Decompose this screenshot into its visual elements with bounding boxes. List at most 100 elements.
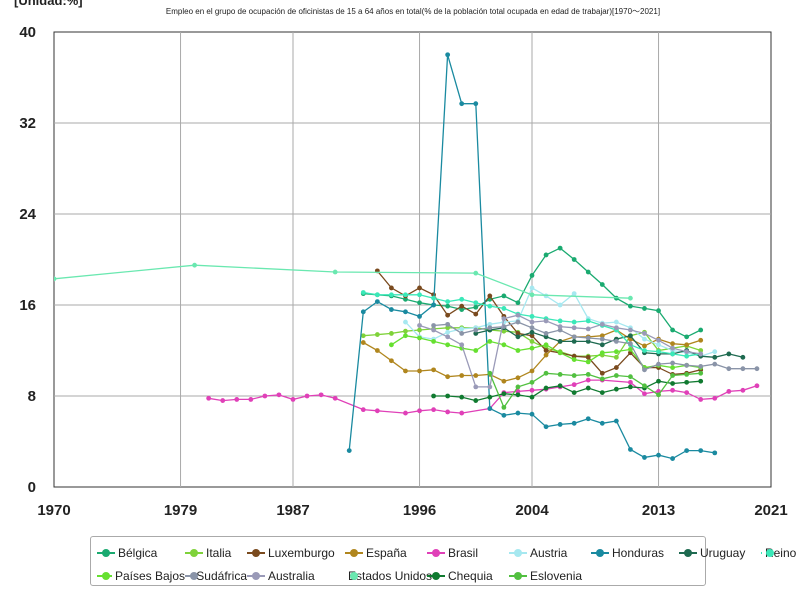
data-point — [445, 325, 451, 331]
data-point — [670, 387, 675, 393]
data-point — [585, 318, 591, 324]
data-point — [360, 290, 366, 295]
data-point — [670, 456, 675, 461]
data-point — [389, 292, 394, 298]
data-point — [670, 351, 675, 357]
data-point — [670, 341, 675, 347]
data-point — [332, 269, 338, 275]
data-point — [403, 319, 408, 325]
data-point — [248, 397, 254, 402]
legend-item[interactable]: Brasil — [427, 543, 509, 562]
legend-item[interactable]: Estados Unidos — [345, 566, 432, 585]
data-point — [656, 308, 661, 314]
data-point — [374, 299, 380, 304]
data-point — [754, 366, 760, 372]
data-point — [740, 354, 746, 360]
data-point — [571, 325, 577, 331]
series-line — [433, 380, 701, 402]
data-point — [515, 392, 521, 398]
data-point — [417, 327, 422, 333]
data-point — [374, 408, 380, 414]
legend-item[interactable]: Eslovenia — [509, 566, 591, 585]
x-tick-label: 2021 — [754, 502, 787, 519]
data-point — [684, 371, 690, 377]
data-point — [515, 410, 521, 416]
data-point — [613, 325, 619, 331]
legend-item[interactable]: Austria — [509, 543, 591, 562]
y-tick-label: 40 — [19, 24, 36, 41]
data-point — [445, 303, 451, 309]
data-point — [360, 309, 366, 315]
data-point — [389, 358, 394, 364]
data-point — [656, 392, 661, 398]
legend-item[interactable]: Australia — [247, 566, 345, 585]
data-point — [642, 383, 647, 389]
data-point — [403, 368, 408, 374]
legend-item[interactable]: Italia — [185, 543, 247, 562]
legend-item[interactable]: España — [345, 543, 427, 562]
legend-item[interactable]: Reino Unido — [761, 543, 800, 562]
legend-marker — [97, 571, 112, 580]
data-point — [346, 448, 352, 453]
data-point — [698, 397, 704, 402]
data-point — [290, 397, 296, 402]
data-point — [515, 334, 521, 340]
data-point — [487, 394, 493, 400]
legend-label: Bélgica — [118, 545, 158, 560]
data-point — [628, 384, 633, 390]
data-point — [501, 316, 507, 322]
data-point — [599, 390, 605, 395]
data-point — [557, 339, 563, 344]
data-point — [473, 384, 479, 390]
data-point — [557, 318, 563, 324]
data-point — [234, 397, 240, 402]
data-point — [501, 378, 507, 384]
data-point — [473, 373, 479, 378]
data-point — [431, 295, 436, 301]
data-point — [431, 302, 436, 308]
data-point — [571, 339, 577, 344]
data-point — [459, 331, 465, 336]
data-point — [515, 389, 521, 394]
data-point — [712, 450, 718, 456]
legend-label: Reino Unido — [764, 545, 800, 560]
plot-area — [53, 31, 772, 488]
x-tick-label: 1979 — [164, 502, 197, 519]
data-point — [445, 312, 451, 318]
data-point — [431, 323, 436, 328]
data-point — [417, 408, 422, 414]
data-point — [445, 409, 451, 415]
data-point — [613, 418, 619, 424]
series-chequia — [431, 378, 704, 403]
data-point — [656, 342, 661, 348]
data-point — [543, 252, 549, 258]
data-point — [276, 392, 282, 398]
legend-item[interactable]: Bélgica — [97, 543, 185, 562]
series-italia — [360, 325, 704, 360]
data-point — [487, 303, 493, 309]
data-point — [670, 360, 675, 366]
y-tick-label: 32 — [19, 115, 36, 132]
series-line — [475, 327, 744, 358]
data-point — [642, 348, 647, 353]
legend-item[interactable]: Países Bajos — [97, 566, 185, 585]
data-point — [571, 382, 577, 388]
data-point — [628, 379, 633, 385]
data-point — [529, 319, 535, 325]
data-point — [515, 375, 521, 381]
legend-item[interactable]: Honduras — [591, 543, 679, 562]
legend-item[interactable]: Chequia — [427, 566, 509, 585]
data-point — [642, 306, 647, 311]
data-point — [698, 348, 704, 353]
data-point — [501, 391, 507, 397]
legend-item[interactable]: Uruguay — [679, 543, 761, 562]
legend-item[interactable]: Sudáfrica — [185, 566, 247, 585]
data-point — [403, 292, 408, 298]
data-point — [557, 327, 563, 333]
data-point — [656, 361, 661, 367]
data-point — [726, 389, 732, 394]
data-point — [304, 393, 310, 399]
legend-item[interactable]: Luxemburgo — [247, 543, 345, 562]
data-point — [698, 378, 704, 384]
